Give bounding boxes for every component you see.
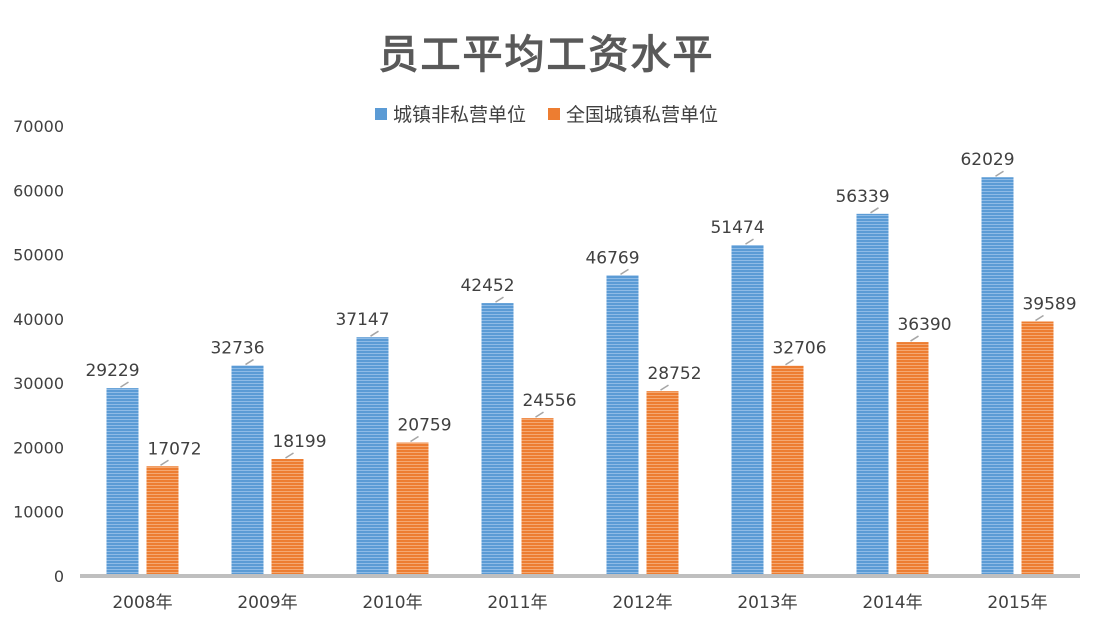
bar-s1-5 xyxy=(731,245,764,577)
y-tick-label-3: 30000 xyxy=(13,374,64,393)
leader-line-s1-4 xyxy=(620,268,629,275)
bar-s1-1 xyxy=(231,365,264,576)
data-label-s1-3: 42452 xyxy=(460,276,514,296)
bar-s1-2 xyxy=(356,337,389,576)
y-axis: 0 10000 20000 30000 40000 50000 60000 70000 xyxy=(13,117,64,586)
legend-label-series-1: 城镇非私营单位 xyxy=(392,104,526,126)
data-label-s1-7: 62029 xyxy=(960,150,1014,170)
legend-swatch-series-1 xyxy=(374,107,387,120)
bar-s1-0 xyxy=(106,388,139,576)
y-tick-label-6: 60000 xyxy=(13,181,64,200)
bar-s2-3 xyxy=(521,418,554,576)
bar-s2-4 xyxy=(646,391,679,576)
data-label-s2-3: 24556 xyxy=(522,391,576,411)
leader-line-s1-0 xyxy=(120,381,129,388)
x-tick-label-0: 2008年 xyxy=(112,593,172,613)
bar-s2-0 xyxy=(146,466,179,576)
y-tick-label-1: 10000 xyxy=(13,503,64,522)
data-label-s1-0: 29229 xyxy=(85,361,139,381)
data-label-s1-2: 37147 xyxy=(335,310,389,330)
bar-s2-7 xyxy=(1021,321,1054,576)
data-label-s2-0: 17072 xyxy=(147,439,201,459)
leader-line-s2-2 xyxy=(410,435,419,443)
data-label-s1-5: 51474 xyxy=(710,218,764,238)
leader-line-s1-2 xyxy=(370,330,379,337)
leader-line-s2-3 xyxy=(535,411,544,418)
leader-line-s2-1 xyxy=(285,452,294,459)
y-tick-label-7: 70000 xyxy=(13,117,64,136)
data-label-s2-2: 20759 xyxy=(397,416,451,436)
y-tick-label-4: 40000 xyxy=(13,310,64,329)
x-axis: 2008年 2009年 2010年 2011年 2012年 2013年 2014年 2015年 xyxy=(80,574,1080,613)
legend-item-series-2: 全国城镇私营单位 xyxy=(548,100,718,127)
chart-title: 员工平均工资水平 xyxy=(378,32,715,78)
leader-line-s1-1 xyxy=(245,358,254,366)
y-tick-label-5: 50000 xyxy=(13,246,64,265)
bar-s1-4 xyxy=(606,275,639,576)
x-tick-label-2: 2010年 xyxy=(362,593,422,613)
legend-item-series-1: 城镇非私营单位 xyxy=(374,100,526,127)
x-tick-label-1: 2009年 xyxy=(237,593,297,613)
leader-line-s1-6 xyxy=(870,207,879,214)
data-label-s1-4: 46769 xyxy=(585,248,639,268)
y-tick-label-2: 20000 xyxy=(13,438,64,457)
bar-s2-2 xyxy=(396,442,429,576)
data-label-s2-4: 28752 xyxy=(647,364,701,384)
x-tick-label-4: 2012年 xyxy=(612,593,672,613)
data-label-s2-5: 32706 xyxy=(772,339,826,359)
bar-s2-6 xyxy=(896,342,929,576)
bars xyxy=(106,177,1054,577)
data-label-s1-1: 32736 xyxy=(210,339,264,359)
data-label-s1-6: 56339 xyxy=(835,187,889,207)
leader-line-s2-7 xyxy=(1035,314,1044,322)
bar-s2-1 xyxy=(271,459,304,576)
leader-line-s2-5 xyxy=(785,359,794,366)
legend: 城镇非私营单位 全国城镇私营单位 xyxy=(0,100,1093,127)
data-label-s2-7: 39589 xyxy=(1022,294,1076,314)
x-tick-label-3: 2011年 xyxy=(487,593,547,613)
leader-line-s2-0 xyxy=(160,459,169,466)
leader-line-s2-6 xyxy=(910,335,919,342)
bar-s1-3 xyxy=(481,303,514,576)
y-tick-label-0: 0 xyxy=(54,567,64,586)
data-labels: 29229 17072 32736 18199 37147 20759 42452 24556… xyxy=(85,150,1077,466)
x-tick-label-5: 2013年 xyxy=(737,593,797,613)
x-tick-label-7: 2015年 xyxy=(987,593,1047,613)
legend-swatch-series-2 xyxy=(548,107,560,120)
bar-s1-7 xyxy=(981,177,1014,577)
leader-line-s1-7 xyxy=(995,170,1004,177)
data-label-s2-1: 18199 xyxy=(272,432,326,452)
bar-s1-6 xyxy=(856,213,889,576)
data-label-s2-6: 36390 xyxy=(897,315,951,335)
legend-label-series-2: 全国城镇私营单位 xyxy=(566,104,719,126)
leader-line-s1-5 xyxy=(745,238,754,245)
leader-line-s2-4 xyxy=(660,384,669,391)
leader-line-s1-3 xyxy=(495,296,504,303)
bar-s2-5 xyxy=(771,365,804,576)
x-tick-label-6: 2014年 xyxy=(862,593,922,613)
